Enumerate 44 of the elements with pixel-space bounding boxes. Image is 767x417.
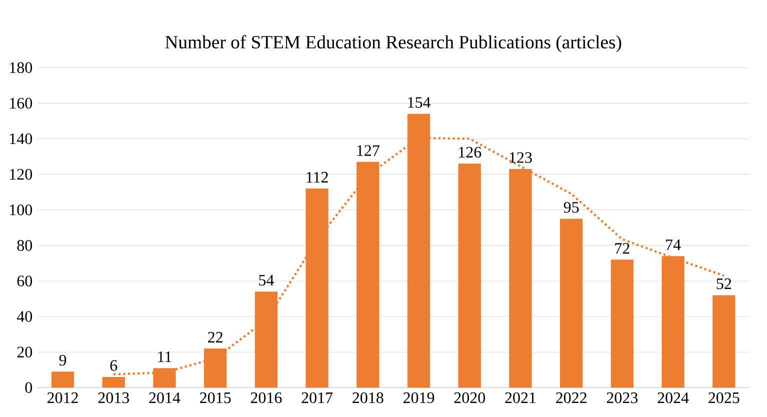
bar bbox=[610, 260, 634, 388]
x-tick-label: 2022 bbox=[556, 392, 586, 404]
data-label: 52 bbox=[716, 278, 732, 290]
y-tick-label: 60 bbox=[17, 276, 32, 286]
y-tick-label: 120 bbox=[10, 168, 32, 180]
y-tick-label: 140 bbox=[10, 133, 32, 144]
bar bbox=[560, 218, 583, 388]
data-label: 154 bbox=[408, 97, 431, 108]
bar bbox=[51, 372, 74, 388]
y-tick-label: 100 bbox=[10, 204, 32, 216]
y-tick-label: 0 bbox=[25, 382, 32, 394]
data-label: 54 bbox=[259, 274, 274, 286]
y-tick-label: 180 bbox=[10, 62, 32, 74]
y-tick-label: 80 bbox=[17, 240, 32, 251]
data-label: 22 bbox=[208, 332, 222, 342]
x-tick-label: 2016 bbox=[250, 392, 282, 404]
x-tick-label: 2018 bbox=[352, 392, 384, 404]
data-label: 123 bbox=[510, 152, 532, 163]
x-tick-label: 2023 bbox=[606, 392, 638, 404]
data-label: 72 bbox=[615, 243, 630, 254]
x-tick-label: 2015 bbox=[200, 392, 231, 404]
chart-title: Number of STEM Education Research Publications (articles) bbox=[165, 35, 622, 52]
bar bbox=[458, 164, 481, 388]
data-label: 112 bbox=[306, 172, 328, 182]
x-tick-label: 2025 bbox=[708, 392, 740, 404]
x-tick-label: 2017 bbox=[302, 392, 333, 404]
data-label: 126 bbox=[459, 146, 482, 158]
data-label: 6 bbox=[110, 360, 118, 371]
data-label: 95 bbox=[564, 202, 579, 213]
x-tick-label: 2024 bbox=[658, 392, 689, 404]
y-tick-label: 160 bbox=[10, 98, 32, 109]
x-tick-label: 2013 bbox=[98, 392, 130, 404]
y-tick-label: 40 bbox=[16, 311, 32, 322]
data-label: 127 bbox=[357, 145, 380, 156]
x-tick-label: 2014 bbox=[149, 392, 180, 404]
data-label: 74 bbox=[666, 240, 681, 250]
x-tick-label: 2012 bbox=[47, 392, 78, 404]
y-tick-label: 20 bbox=[17, 346, 32, 358]
x-tick-label: 2019 bbox=[403, 392, 434, 404]
data-label: 11 bbox=[158, 351, 172, 362]
bar bbox=[712, 295, 736, 388]
x-tick-label: 2021 bbox=[505, 392, 536, 404]
data-label: 9 bbox=[59, 354, 66, 366]
x-tick-label: 2020 bbox=[454, 392, 486, 404]
